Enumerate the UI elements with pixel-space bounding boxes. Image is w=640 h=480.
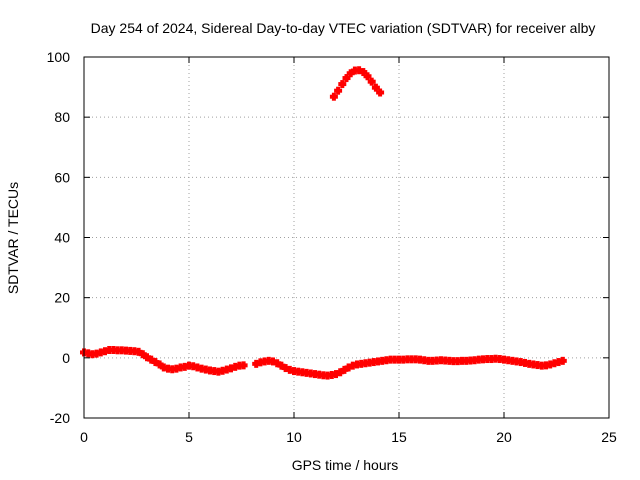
y-tick-label: 100 [47, 49, 71, 65]
y-tick-label: 80 [54, 109, 70, 125]
x-tick-label: 5 [185, 429, 193, 445]
y-tick-label: -20 [50, 410, 70, 426]
x-tick-label: 0 [80, 429, 88, 445]
data-point [334, 86, 343, 95]
x-axis-label: GPS time / hours [292, 457, 399, 473]
x-tick-label: 15 [391, 429, 407, 445]
data-point [338, 80, 347, 89]
x-tick-label: 10 [286, 429, 302, 445]
data-point [371, 83, 380, 92]
data-point [329, 92, 338, 101]
x-tick-label: 20 [496, 429, 512, 445]
y-tick-label: 60 [54, 169, 70, 185]
chart-title: Day 254 of 2024, Sidereal Day-to-day VTE… [91, 20, 596, 36]
y-tick-label: 40 [54, 230, 70, 246]
data-point [367, 77, 376, 86]
data-point [376, 88, 385, 97]
x-tick-label: 25 [601, 429, 617, 445]
data-point [558, 356, 567, 365]
data-point [342, 74, 351, 83]
data-marks [80, 66, 567, 380]
y-tick-label: 20 [54, 290, 70, 306]
data-point [359, 68, 368, 77]
y-tick-label: 0 [62, 350, 70, 366]
data-point [363, 72, 372, 81]
y-axis-label: SDTVAR / TECUs [5, 182, 21, 294]
data-point [239, 361, 248, 370]
axis-ticks: 0 5 10 15 20 25 -20 0 20 40 60 80 100 [47, 49, 617, 445]
